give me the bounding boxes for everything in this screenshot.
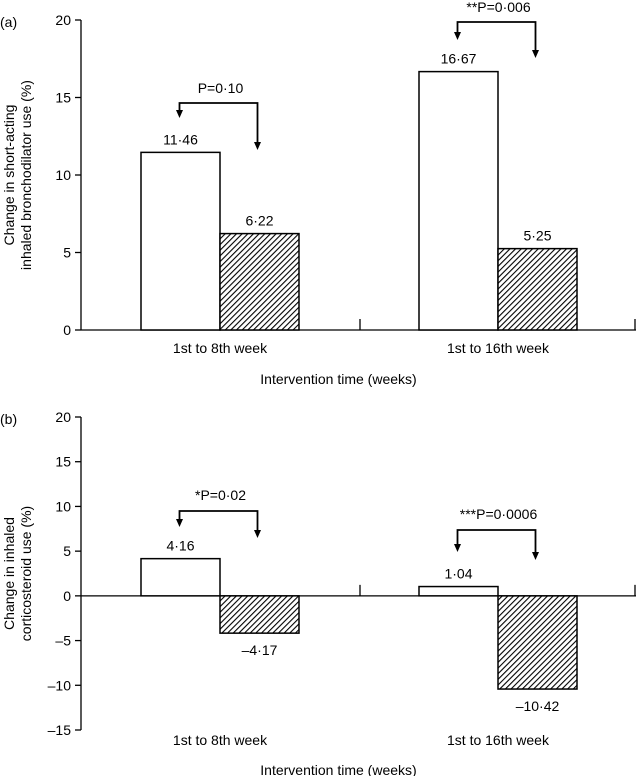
chart-panel-a: (a) 0 5 10 15 20 Change in short-actinginhaled…: [0, 0, 636, 387]
panel-label: (b): [0, 411, 17, 427]
chart-panel-b: (b) –15 –10 –5 0 5 10 15 20 Change in inhaledcort…: [0, 409, 636, 776]
y-tick-label: 10: [55, 498, 71, 514]
arrow-down-icon: [454, 32, 461, 40]
significance-bracket: [178, 102, 259, 144]
y-tick-label: –15: [48, 722, 72, 738]
significance-bracket: [456, 21, 537, 52]
data-label: 16·67: [441, 51, 477, 67]
bar-open: [140, 151, 221, 331]
y-tick-label: 5: [63, 245, 71, 261]
y-tick-label: 0: [63, 322, 71, 338]
arrow-down-icon: [254, 142, 261, 150]
y-tick-label: 5: [63, 543, 71, 559]
arrow-down-icon: [454, 544, 461, 552]
x-tick-label: 1st to 8th week: [173, 340, 268, 356]
bar-open: [418, 585, 499, 597]
y-tick-label: –5: [55, 633, 71, 649]
x-tick-label: 1st to 16th week: [447, 340, 550, 356]
panel-label: (a): [0, 14, 17, 30]
arrow-down-icon: [254, 530, 261, 538]
bar-open: [140, 557, 221, 597]
p-value: P=0·02: [200, 487, 246, 503]
data-label: 1·04: [444, 566, 472, 582]
bar-hatched: [497, 595, 578, 690]
significance-stars: **: [466, 0, 477, 15]
p-value-label: **P=0·006: [466, 0, 530, 15]
y-tick-label: 20: [55, 12, 71, 28]
bar-hatched: [219, 232, 300, 331]
y-tick-label: 20: [55, 409, 71, 425]
x-axis-title: Intervention time (weeks): [260, 762, 416, 776]
y-tick-label: 0: [63, 588, 71, 604]
data-label: 11·46: [163, 131, 198, 147]
y-tick-label: 15: [55, 454, 71, 470]
y-tick-label: 15: [55, 90, 71, 106]
y-tick-label: 10: [55, 167, 71, 183]
p-value: P=0·006: [477, 0, 531, 15]
y-axis-title-line: inhaled bronchodilator use (%): [18, 80, 34, 270]
x-tick-label: 1st to 8th week: [173, 732, 268, 748]
y-tick-label: –10: [48, 677, 72, 693]
significance-stars: *: [195, 487, 201, 503]
y-axis-title-line: corticosteroid use (%): [18, 506, 34, 641]
y-axis-title: Change in inhaledcorticosteroid use (%): [1, 506, 34, 641]
data-label: 6·22: [245, 213, 273, 229]
arrow-down-icon: [532, 552, 539, 560]
p-value-label: *P=0·02: [195, 487, 246, 503]
p-value: P=0·0006: [476, 506, 537, 522]
y-axis-title-line: Change in short-acting: [1, 105, 17, 246]
bar-open: [418, 70, 499, 331]
bar-hatched: [219, 595, 300, 634]
p-value-label: P=0·10: [198, 80, 244, 96]
y-axis-title-line: Change in inhaled: [1, 517, 17, 630]
arrow-down-icon: [176, 110, 183, 118]
p-value-label: ***P=0·0006: [460, 506, 538, 522]
significance-stars: ***: [460, 506, 477, 522]
bar-hatched: [497, 247, 578, 331]
arrow-down-icon: [532, 50, 539, 58]
p-value: P=0·10: [198, 80, 244, 96]
x-tick-label: 1st to 16th week: [447, 732, 550, 748]
x-axis-title: Intervention time (weeks): [260, 371, 416, 387]
data-label: 4·16: [166, 538, 194, 554]
data-label: 5·25: [523, 228, 551, 244]
arrow-down-icon: [176, 519, 183, 527]
significance-bracket: [456, 529, 537, 554]
data-label: –10·42: [516, 698, 560, 714]
significance-bracket: [178, 510, 259, 532]
data-label: –4·17: [242, 642, 278, 658]
y-axis-title: Change in short-actinginhaled bronchodil…: [1, 80, 34, 270]
